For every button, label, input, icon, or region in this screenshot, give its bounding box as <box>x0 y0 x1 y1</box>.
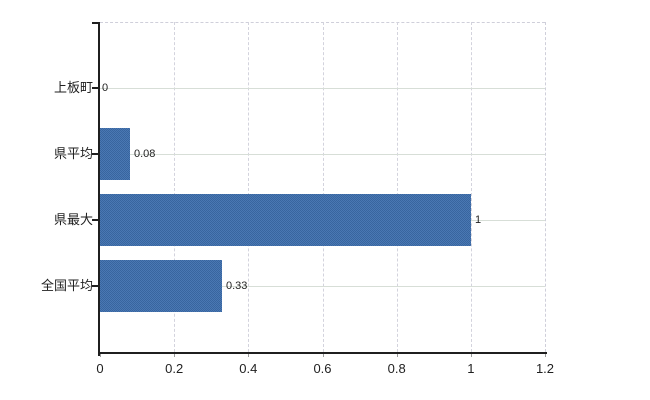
x-axis-tick <box>248 354 250 357</box>
h-gridline <box>100 88 545 89</box>
bar-value-label: 1 <box>475 214 482 226</box>
v-gridline <box>248 22 250 352</box>
v-gridline <box>322 22 324 352</box>
x-tick-label: 0 <box>96 361 104 376</box>
bar-value-label: 0.33 <box>226 280 248 292</box>
x-axis-tick <box>322 354 324 357</box>
y-axis-tick <box>92 285 98 287</box>
v-gridline <box>174 22 176 352</box>
x-tick-label: 1.2 <box>535 361 555 376</box>
y-axis-tick <box>92 153 98 155</box>
x-tick-label: 0.6 <box>313 361 332 376</box>
y-axis-line <box>98 22 100 356</box>
bar-value-label: 0.08 <box>134 148 156 160</box>
v-gridline <box>396 22 398 352</box>
plot-border-right <box>545 22 546 352</box>
x-axis-tick <box>470 354 472 357</box>
y-axis-tick <box>92 87 98 89</box>
h-gridline <box>100 286 545 287</box>
bar <box>100 194 471 246</box>
category-label: 県平均 <box>53 146 93 161</box>
bar-value-label: 0 <box>102 82 109 94</box>
x-axis-line <box>98 352 547 354</box>
x-axis-tick <box>174 354 176 357</box>
x-tick-label: 0.4 <box>239 361 258 376</box>
x-axis-tick <box>545 354 546 357</box>
category-label: 県最大 <box>53 212 93 227</box>
x-tick-label: 0.2 <box>165 361 184 376</box>
x-axis-tick <box>100 354 101 357</box>
y-axis-tick <box>92 219 98 221</box>
v-gridline <box>470 22 472 352</box>
bar <box>100 260 222 312</box>
x-tick-label: 0.8 <box>387 361 406 376</box>
category-label: 全国平均 <box>40 278 93 293</box>
h-gridline <box>100 154 545 155</box>
x-tick-label: 1 <box>467 361 475 376</box>
bar <box>100 128 130 180</box>
category-label: 上板町 <box>53 80 93 95</box>
y-axis-top-tick <box>92 22 98 24</box>
x-axis-tick <box>396 354 398 357</box>
